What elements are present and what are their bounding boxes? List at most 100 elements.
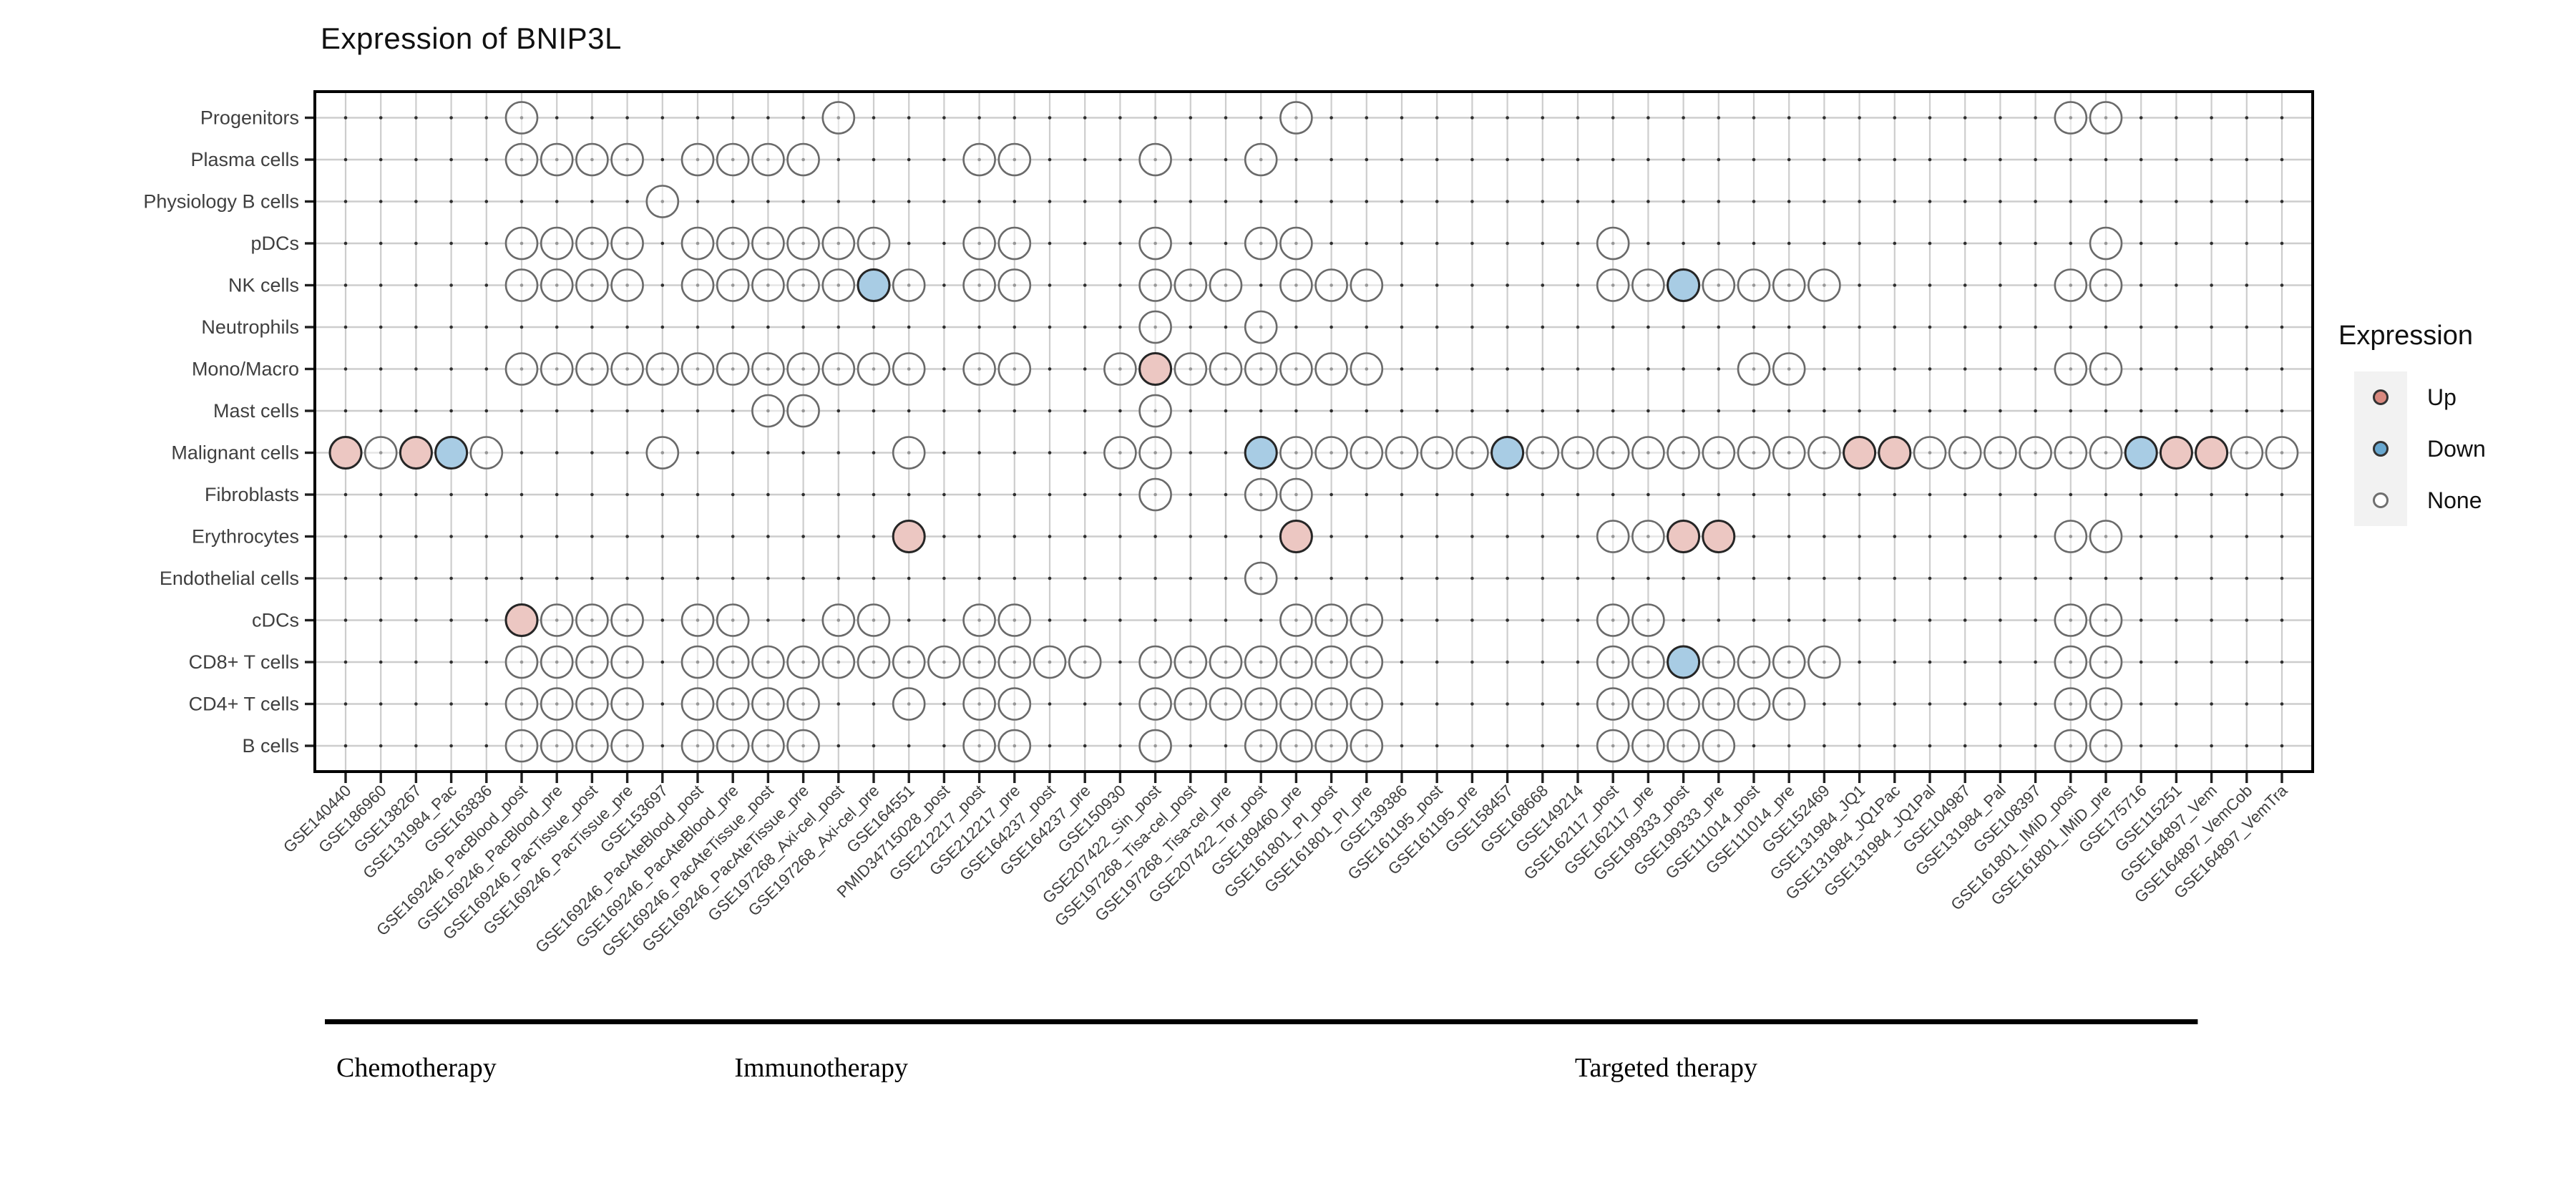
- grid-node: [696, 325, 700, 329]
- dot-none: [997, 729, 1032, 763]
- grid-node: [1576, 576, 1580, 580]
- dot-none: [1631, 729, 1665, 763]
- grid-node: [555, 325, 559, 329]
- dot-none: [751, 645, 785, 679]
- grid-node: [1928, 409, 1932, 413]
- dot-none: [1103, 436, 1137, 470]
- grid-node: [836, 744, 841, 748]
- grid-node: [379, 325, 383, 329]
- grid-node: [907, 618, 911, 622]
- dot-none: [962, 687, 996, 721]
- grid-node: [1752, 157, 1756, 162]
- grid-node: [1330, 409, 1333, 413]
- grid-node: [1893, 660, 1897, 664]
- grid-node: [1470, 241, 1474, 246]
- dot-none: [962, 226, 996, 261]
- dot-none: [1350, 436, 1384, 470]
- dot-none: [962, 603, 996, 637]
- grid-node: [766, 116, 770, 120]
- grid-node: [1576, 283, 1580, 287]
- grid-node: [1189, 241, 1193, 246]
- grid-node: [872, 325, 876, 329]
- dot-none: [716, 687, 750, 721]
- grid-node: [1999, 325, 2002, 329]
- dot-none: [1807, 436, 1841, 470]
- grid-node: [2069, 492, 2073, 497]
- grid-node: [1858, 535, 1861, 538]
- dot-none: [1737, 352, 1771, 386]
- grid-node: [590, 535, 594, 538]
- grid-node: [942, 325, 946, 329]
- grid-node: [696, 200, 700, 203]
- grid-node: [1013, 409, 1017, 413]
- grid-node: [1048, 241, 1052, 246]
- grid-node: [1153, 200, 1157, 203]
- grid-node: [1365, 200, 1369, 203]
- grid-node: [1118, 576, 1122, 580]
- grid-node: [907, 744, 911, 748]
- grid-node: [1470, 535, 1474, 538]
- legend-item-up: Up: [2354, 371, 2486, 423]
- grid-node: [1118, 157, 1122, 162]
- grid-node: [2245, 744, 2249, 748]
- grid-node: [872, 116, 876, 120]
- group-rule-chemotherapy: [325, 1019, 508, 1024]
- dot-none: [504, 687, 539, 721]
- grid-node: [2280, 618, 2284, 622]
- dot-none: [575, 603, 609, 637]
- dot-none: [821, 603, 856, 637]
- grid-node: [942, 367, 946, 371]
- dot-none: [1279, 687, 1313, 721]
- grid-node: [1048, 744, 1052, 748]
- grid-node: [1858, 492, 1861, 497]
- grid-node: [2280, 283, 2284, 287]
- axis-ticks: [305, 116, 2283, 783]
- grid-node: [484, 116, 489, 120]
- grid-node: [1963, 492, 1967, 497]
- grid-node: [484, 325, 489, 329]
- dot-none: [1948, 436, 1982, 470]
- dot-none: [1702, 268, 1736, 302]
- dot-down: [857, 268, 891, 302]
- grid-node: [2034, 325, 2037, 329]
- grid-node: [1858, 200, 1861, 203]
- grid-node: [1435, 157, 1439, 162]
- grid-node: [801, 535, 805, 538]
- dot-none: [1596, 687, 1630, 721]
- dot-none: [962, 645, 996, 679]
- grid-node: [1118, 744, 1122, 748]
- grid-node: [1823, 157, 1826, 162]
- dot-none: [1596, 436, 1630, 470]
- grid-node: [590, 325, 594, 329]
- grid-node: [484, 492, 489, 497]
- grid-node: [1646, 367, 1650, 371]
- dot-none: [1244, 226, 1278, 261]
- grid-node: [484, 157, 489, 162]
- grid-node: [555, 535, 559, 538]
- grid-node: [1470, 157, 1474, 162]
- grid-node: [625, 325, 629, 329]
- grid-node: [872, 200, 876, 203]
- dot-none: [2089, 268, 2123, 302]
- grid-node: [2175, 576, 2178, 580]
- grid-node: [1717, 200, 1721, 203]
- dot-none: [2089, 645, 2123, 679]
- dots: [328, 101, 2299, 763]
- grid-node: [449, 744, 453, 748]
- grid-node: [1330, 116, 1333, 120]
- grid-node: [1646, 492, 1650, 497]
- grid-node: [1823, 535, 1826, 538]
- dot-none: [1631, 520, 1665, 553]
- dot-none: [716, 268, 750, 302]
- dot-none: [1279, 436, 1313, 470]
- grid-node: [1893, 618, 1897, 622]
- grid-node: [1963, 241, 1967, 246]
- dot-none: [892, 352, 926, 386]
- grid-node: [1787, 744, 1791, 748]
- grid-node: [484, 618, 489, 622]
- grid-node: [1083, 576, 1087, 580]
- dot-up: [1667, 520, 1701, 553]
- grid-node: [1858, 576, 1861, 580]
- grid-node: [1153, 535, 1157, 538]
- dot-none: [1138, 645, 1172, 679]
